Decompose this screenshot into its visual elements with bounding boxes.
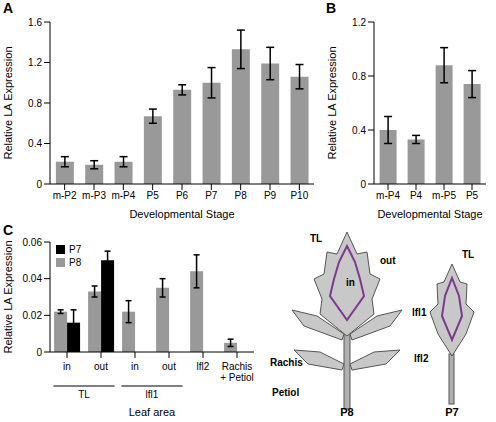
svg-text:TL: TL — [310, 233, 322, 244]
svg-text:m-P5: m-P5 — [432, 190, 456, 201]
svg-text:0.04: 0.04 — [23, 273, 43, 284]
svg-text:Leaf area: Leaf area — [129, 406, 176, 418]
html-text:P7: P7 — [69, 244, 82, 255]
svg-text:0: 0 — [36, 179, 42, 190]
svg-text:out: out — [94, 361, 108, 372]
html-text:B: B — [326, 0, 337, 16]
svg-text:Relative LA Expression: Relative LA Expression — [326, 46, 338, 159]
svg-text:Rachis: Rachis — [222, 361, 253, 372]
svg-text:P4: P4 — [410, 190, 423, 201]
html-text:A: A — [3, 0, 14, 16]
svg-text:0.4: 0.4 — [352, 125, 366, 136]
svg-text:lfl2: lfl2 — [414, 353, 429, 364]
svg-text:Developmental Stage: Developmental Stage — [377, 208, 482, 220]
svg-text:1.2: 1.2 — [28, 57, 42, 68]
svg-text:in: in — [346, 277, 355, 288]
svg-text:TL: TL — [78, 389, 90, 400]
svg-text:Rachis: Rachis — [270, 357, 303, 368]
svg-text:0.4: 0.4 — [28, 138, 42, 149]
svg-text:in: in — [63, 361, 71, 372]
svg-text:in: in — [131, 361, 139, 372]
svg-text:Relative LA Expression: Relative LA Expression — [2, 240, 14, 353]
svg-text:TL: TL — [462, 249, 474, 260]
svg-text:lfl2: lfl2 — [197, 361, 210, 372]
svg-text:P9: P9 — [264, 190, 277, 201]
svg-text:Relative LA Expression: Relative LA Expression — [2, 46, 14, 159]
html-text:C: C — [3, 222, 14, 238]
svg-text:P8: P8 — [235, 190, 248, 201]
svg-text:m-P4: m-P4 — [111, 190, 135, 201]
svg-text:0.8: 0.8 — [352, 71, 366, 82]
svg-text:m-P2: m-P2 — [53, 190, 77, 201]
svg-text:Developmental Stage: Developmental Stage — [129, 208, 234, 220]
svg-text:P5: P5 — [147, 190, 160, 201]
svg-text:P5: P5 — [466, 190, 479, 201]
svg-text:0.06: 0.06 — [23, 237, 43, 248]
svg-text:1.6: 1.6 — [28, 17, 42, 28]
svg-text:lfl1: lfl1 — [412, 307, 427, 318]
svg-text:1.2: 1.2 — [352, 17, 366, 28]
svg-text:0.8: 0.8 — [28, 98, 42, 109]
svg-text:lfl1: lfl1 — [146, 389, 159, 400]
svg-text:P6: P6 — [176, 190, 189, 201]
svg-text:0: 0 — [36, 347, 42, 358]
svg-text:0.02: 0.02 — [23, 310, 43, 321]
svg-text:0: 0 — [360, 179, 366, 190]
svg-text:P7: P7 — [205, 190, 218, 201]
svg-text:m-P3: m-P3 — [82, 190, 106, 201]
svg-text:out: out — [162, 361, 176, 372]
svg-text:out: out — [380, 255, 396, 266]
svg-text:+ Petiol: + Petiol — [220, 372, 254, 383]
html-text:P8: P8 — [69, 257, 82, 268]
svg-text:P10: P10 — [290, 190, 308, 201]
svg-text:P8: P8 — [340, 406, 353, 418]
svg-text:Petiol: Petiol — [272, 387, 299, 398]
svg-text:P7: P7 — [445, 406, 458, 418]
svg-text:m-P4: m-P4 — [376, 190, 400, 201]
